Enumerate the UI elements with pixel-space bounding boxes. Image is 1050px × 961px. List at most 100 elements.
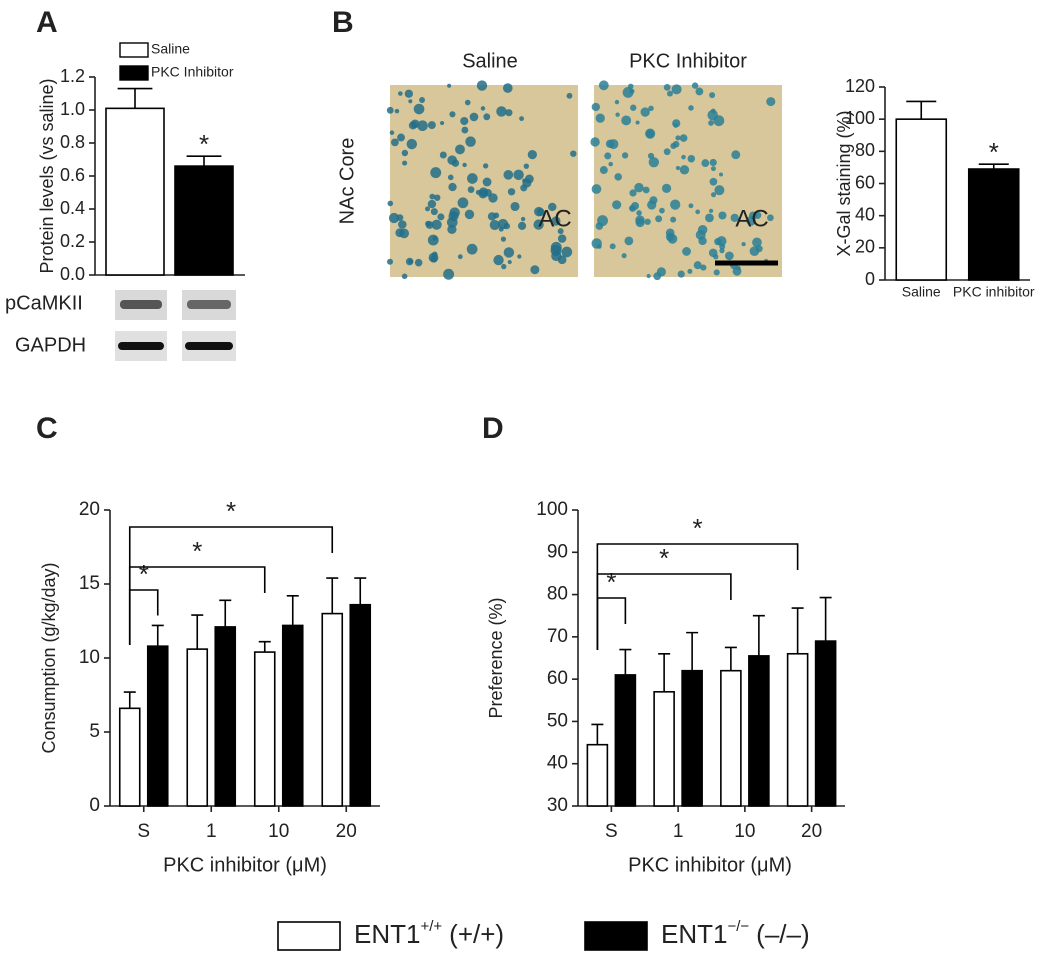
error-bar xyxy=(978,163,1009,170)
stained-cell xyxy=(597,215,608,227)
significance-bracket xyxy=(596,597,627,650)
y-tick-label: 0.0 xyxy=(60,264,85,284)
stained-cell xyxy=(719,172,724,177)
stained-cell xyxy=(482,163,489,169)
stained-cell xyxy=(513,169,524,181)
x-tick-label: PKC inhibitor xyxy=(953,284,1035,300)
x-axis-title: PKC inhibitor (μM) xyxy=(163,854,327,876)
y-tick-label: 40 xyxy=(855,204,875,224)
stained-cell xyxy=(673,123,678,128)
stained-cell xyxy=(675,165,681,171)
x-tick-label: 1 xyxy=(673,821,684,842)
stained-cell xyxy=(530,265,540,275)
stained-cell xyxy=(731,150,741,160)
stained-cell xyxy=(493,254,504,266)
stained-cell xyxy=(447,174,454,181)
stained-cell xyxy=(709,92,716,99)
error-bar xyxy=(354,577,367,605)
stained-cell xyxy=(710,166,716,172)
stained-cell xyxy=(621,253,627,259)
y-tick-label: 70 xyxy=(547,626,568,647)
stained-cell xyxy=(598,80,609,91)
error-bar xyxy=(219,599,232,627)
stained-cell xyxy=(396,214,404,222)
stained-cell xyxy=(605,139,615,148)
error-bar xyxy=(326,577,339,614)
stained-cell xyxy=(701,159,710,168)
stained-cell xyxy=(389,130,395,135)
stained-cell xyxy=(430,208,438,216)
stained-cell xyxy=(517,254,522,259)
significance-bracket xyxy=(596,543,799,650)
stained-cell xyxy=(570,150,577,157)
stained-cell xyxy=(432,235,438,241)
error-bar xyxy=(686,631,699,671)
stained-cell xyxy=(425,220,432,227)
stained-cell xyxy=(386,106,394,114)
stained-cell xyxy=(519,116,524,122)
stained-cell xyxy=(614,173,622,181)
legend-label: Saline xyxy=(151,41,190,57)
stained-cell xyxy=(557,228,564,235)
y-tick-label: 0.6 xyxy=(60,165,85,185)
stained-cell xyxy=(475,189,481,195)
legend-suffix: (–/–) xyxy=(756,919,809,949)
stained-cell xyxy=(670,216,677,223)
y-tick-label: 0 xyxy=(89,795,100,816)
stained-cell xyxy=(671,84,682,95)
stained-cell xyxy=(551,216,561,226)
stained-cell xyxy=(714,185,725,196)
stained-cell xyxy=(647,200,657,210)
stained-cell xyxy=(710,192,717,198)
stained-cell xyxy=(522,178,532,188)
stained-cell xyxy=(464,209,475,220)
stained-cell xyxy=(428,252,439,263)
y-axis-title: Preference (%) xyxy=(486,597,506,718)
stained-cell xyxy=(645,129,655,139)
stained-cell xyxy=(635,120,640,125)
stained-cell xyxy=(390,138,399,147)
stained-cell xyxy=(496,106,507,117)
error-bar xyxy=(819,596,832,642)
stained-cell xyxy=(443,268,455,280)
stained-cell xyxy=(746,216,756,226)
significance-bracket xyxy=(596,573,732,650)
stained-cell xyxy=(709,177,718,186)
stained-cell xyxy=(591,184,602,194)
stained-cell xyxy=(718,211,727,220)
stained-cell xyxy=(398,220,407,229)
y-tick-label: 10 xyxy=(79,647,100,668)
y-tick-label: 60 xyxy=(547,668,568,689)
y-tick-label: 1.0 xyxy=(60,99,85,119)
stained-cell xyxy=(675,135,681,141)
bar xyxy=(253,651,276,807)
error-bar xyxy=(724,646,737,671)
y-tick-label: 90 xyxy=(547,541,568,562)
legend-name: ENT1 xyxy=(354,919,420,949)
stained-cell xyxy=(433,194,441,201)
stained-cell xyxy=(557,255,567,265)
legend-swatch xyxy=(277,921,341,951)
stained-cell xyxy=(681,154,686,160)
stained-cell xyxy=(615,112,620,117)
error-bar xyxy=(258,640,271,653)
stained-cell xyxy=(736,265,741,271)
stained-cell xyxy=(634,182,644,193)
y-tick-label: 0.2 xyxy=(60,231,85,251)
stained-cell xyxy=(402,160,408,166)
y-tick-label: 120 xyxy=(845,76,875,96)
significance-label: * xyxy=(199,129,209,159)
stained-cell xyxy=(599,166,608,175)
stained-cell xyxy=(695,229,706,240)
stained-cell xyxy=(648,105,654,112)
stained-cell xyxy=(644,218,651,225)
stained-cell xyxy=(388,212,400,224)
stained-cell xyxy=(497,218,509,230)
stained-cell xyxy=(439,120,445,126)
stained-cell xyxy=(700,264,707,271)
stained-cell xyxy=(646,273,651,279)
stained-cell xyxy=(725,251,734,261)
x-tick-label: 10 xyxy=(734,821,755,842)
error-bar xyxy=(286,595,299,626)
